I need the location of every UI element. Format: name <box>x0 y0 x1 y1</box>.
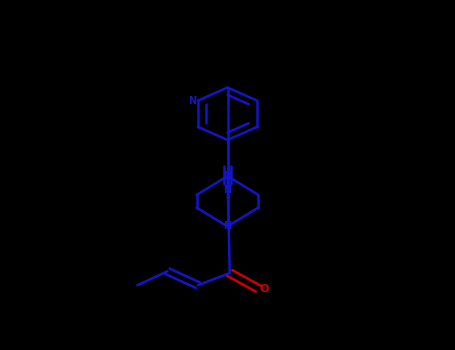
Text: N: N <box>223 222 232 231</box>
Text: N: N <box>223 171 232 181</box>
Text: N: N <box>223 185 232 195</box>
Text: O: O <box>260 284 269 294</box>
Text: N: N <box>188 96 197 106</box>
